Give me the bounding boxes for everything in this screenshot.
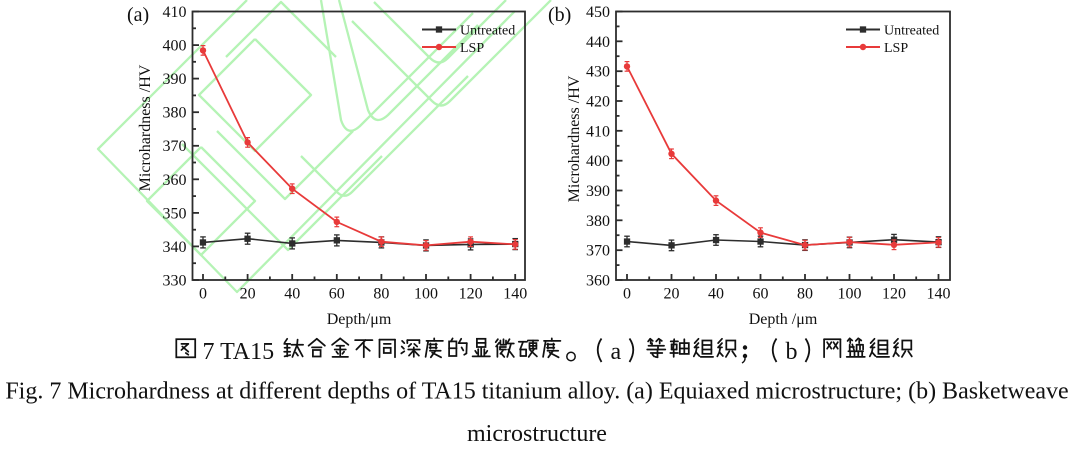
svg-text:340: 340 [163, 239, 187, 256]
svg-text:60: 60 [329, 286, 345, 303]
svg-text:120: 120 [882, 286, 906, 303]
svg-text:100: 100 [414, 286, 438, 303]
svg-text:Microhardness /HV: Microhardness /HV [137, 64, 154, 191]
svg-text:390: 390 [163, 71, 187, 88]
svg-text:Microhardness /HV: Microhardness /HV [566, 75, 583, 202]
svg-text:370: 370 [163, 138, 187, 155]
svg-text:330: 330 [163, 273, 187, 290]
svg-text:microstructure: microstructure [467, 421, 607, 447]
svg-text:0: 0 [623, 286, 631, 303]
svg-text:360: 360 [586, 273, 610, 290]
svg-text:420: 420 [586, 94, 610, 111]
svg-text:b: b [786, 339, 798, 365]
svg-text:380: 380 [586, 213, 610, 230]
svg-text:140: 140 [927, 286, 951, 303]
svg-text:400: 400 [163, 38, 187, 55]
svg-text:440: 440 [586, 34, 610, 51]
svg-text:(a): (a) [127, 4, 149, 26]
svg-text:350: 350 [163, 205, 187, 222]
svg-text:400: 400 [586, 153, 610, 170]
svg-text:a: a [611, 339, 622, 365]
svg-text:0: 0 [199, 286, 207, 303]
svg-text:(b): (b) [548, 4, 571, 26]
svg-text:Untreated: Untreated [884, 24, 939, 39]
svg-text:Untreated: Untreated [460, 24, 515, 39]
svg-text:370: 370 [586, 243, 610, 260]
svg-text:20: 20 [664, 286, 680, 303]
svg-text:100: 100 [838, 286, 862, 303]
svg-text:40: 40 [708, 286, 724, 303]
svg-text:LSP: LSP [460, 41, 484, 56]
svg-text:380: 380 [163, 105, 187, 122]
svg-text:430: 430 [586, 64, 610, 81]
svg-text:60: 60 [753, 286, 769, 303]
svg-text:20: 20 [240, 286, 256, 303]
svg-text:40: 40 [284, 286, 300, 303]
svg-text:80: 80 [797, 286, 813, 303]
svg-text:140: 140 [503, 286, 527, 303]
svg-text:Depth/μm: Depth/μm [327, 311, 392, 328]
svg-text:7 TA15: 7 TA15 [203, 339, 275, 365]
svg-text:80: 80 [373, 286, 389, 303]
svg-text:450: 450 [586, 4, 610, 21]
svg-text:LSP: LSP [884, 41, 908, 56]
svg-text:410: 410 [163, 4, 187, 21]
svg-text:Depth /μm: Depth /μm [749, 311, 818, 328]
svg-text:360: 360 [163, 172, 187, 189]
svg-text:390: 390 [586, 183, 610, 200]
svg-text:Fig. 7 Microhardness at differ: Fig. 7 Microhardness at different depths… [5, 379, 1068, 405]
svg-text:120: 120 [459, 286, 483, 303]
svg-text:410: 410 [586, 123, 610, 140]
